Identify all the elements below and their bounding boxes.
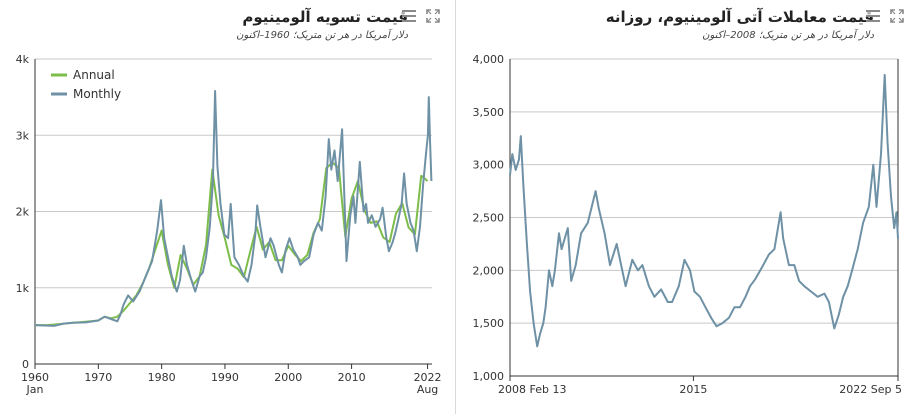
left-chart-subtitle: دلار آمریکا در هر تن متریک؛ 1960–اکنون bbox=[236, 30, 408, 41]
y-tick-label: 1,500 bbox=[473, 317, 505, 330]
x-tick-label: 2022 bbox=[414, 371, 442, 384]
x-tick-label: 1970 bbox=[84, 371, 112, 384]
series-line-monthly bbox=[34, 90, 433, 327]
series-line-annual bbox=[35, 161, 429, 327]
right-chart: 1,000 1,500 2,000 2,500 3,000 3,500 4,000 2008 … bbox=[473, 53, 903, 396]
series-line-price bbox=[509, 73, 899, 348]
y-tick-label: 4,000 bbox=[473, 53, 505, 66]
legend-label: Annual bbox=[73, 68, 115, 82]
x-tick-label: 1980 bbox=[148, 371, 176, 384]
legend-label: Monthly bbox=[73, 87, 121, 101]
x-tick-label: 2015 bbox=[679, 383, 707, 396]
x-tick-label: 2000 bbox=[274, 371, 302, 384]
y-tick-label: 0 bbox=[22, 358, 29, 371]
expand-arrows-icon[interactable] bbox=[426, 9, 440, 23]
hamburger-menu-icon[interactable] bbox=[866, 10, 880, 22]
x-tick-label: 2022 Sep 5 bbox=[839, 383, 902, 396]
hamburger-menu-icon[interactable] bbox=[402, 10, 416, 22]
right-chart-subtitle: دلار آمریکا در هر تن متریک؛ 2008–اکنون bbox=[702, 30, 874, 41]
right-chart-title: قیمت معاملات آتی آلومینیوم، روزانه bbox=[605, 8, 874, 26]
y-tick-label: 1k bbox=[16, 282, 30, 295]
x-tick-sublabel: Jan bbox=[26, 383, 44, 396]
right-chart-panel: قیمت معاملات آتی آلومینیوم، روزانه دلار … bbox=[458, 0, 916, 414]
y-tick-label: 3,500 bbox=[473, 106, 505, 119]
y-tick-label: 3k bbox=[16, 129, 30, 142]
expand-arrows-icon[interactable] bbox=[890, 9, 904, 23]
y-tick-label: 1,000 bbox=[473, 370, 505, 383]
left-chart-panel: قیمت تسویه آلومینیوم دلار آمریکا در هر ت… bbox=[0, 0, 450, 414]
x-tick-label: 1990 bbox=[211, 371, 239, 384]
y-tick-label: 2,000 bbox=[473, 264, 505, 277]
y-tick-label: 4k bbox=[16, 53, 30, 66]
panel-divider bbox=[455, 0, 456, 414]
y-tick-label: 2k bbox=[16, 206, 30, 219]
x-tick-label: 1960 bbox=[21, 371, 49, 384]
x-tick-label: 2010 bbox=[338, 371, 366, 384]
x-tick-label: 2008 Feb 13 bbox=[498, 383, 566, 396]
y-tick-label: 3,000 bbox=[473, 159, 505, 172]
x-tick-sublabel: Aug bbox=[417, 383, 438, 396]
left-chart-title: قیمت تسویه آلومینیوم bbox=[242, 8, 408, 26]
y-tick-label: 2,500 bbox=[473, 212, 505, 225]
